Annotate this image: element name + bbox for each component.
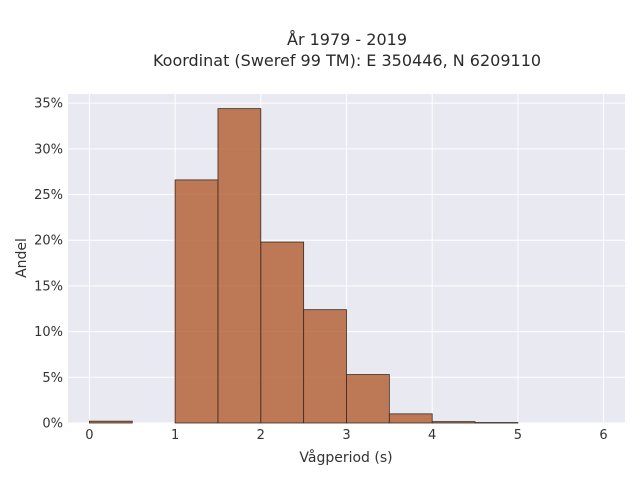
y-tick-label: 30%: [34, 142, 63, 157]
y-tick-label: 10%: [34, 325, 63, 340]
bars: [89, 108, 519, 424]
chart-title-line-2: Koordinat (Sweref 99 TM): E 350446, N 62…: [153, 51, 541, 70]
x-tick-label: 1: [171, 428, 179, 443]
histogram-bar: [174, 179, 219, 424]
x-tick-label: 3: [342, 428, 350, 443]
y-tick-label: 20%: [34, 234, 63, 249]
histogram-bar: [431, 421, 476, 424]
x-axis-label: Vågperiod (s): [299, 449, 392, 466]
y-axis-label: Andel: [14, 238, 30, 278]
y-tick-label: 25%: [34, 188, 63, 203]
histogram-bar: [388, 413, 433, 424]
tick-labels: 0 1 2 3 4 5 6 0% 5% 10% 15% 20% 25% 30% 35%: [34, 97, 608, 443]
x-tick-label: 4: [428, 428, 436, 443]
histogram-bar: [474, 422, 519, 424]
y-tick-label: 5%: [42, 371, 63, 386]
y-tick-label: 35%: [34, 97, 63, 112]
histogram-bar: [346, 374, 390, 424]
histogram-bar: [217, 108, 262, 424]
x-tick-label: 0: [85, 428, 93, 443]
y-tick-label: 15%: [34, 279, 63, 294]
x-tick-label: 5: [514, 428, 522, 443]
chart-title-line-1: År 1979 - 2019: [287, 30, 407, 49]
histogram-bar: [89, 420, 133, 424]
y-tick-label: 0%: [42, 417, 63, 432]
histogram-bar: [303, 309, 347, 424]
histogram-bar: [260, 241, 305, 424]
x-tick-label: 6: [599, 428, 607, 443]
x-tick-label: 2: [257, 428, 265, 443]
